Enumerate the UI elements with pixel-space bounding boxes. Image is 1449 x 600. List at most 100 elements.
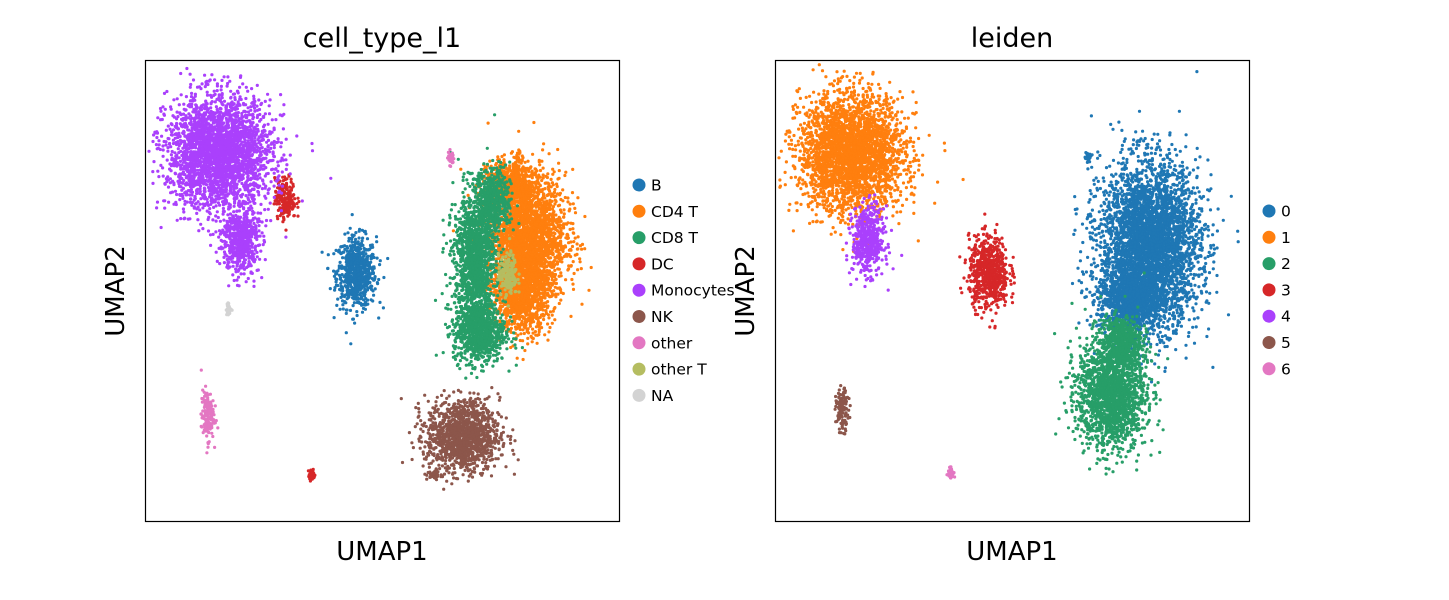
point [553,306,557,310]
point [506,226,510,230]
point [339,281,343,285]
point [344,277,348,281]
point [571,282,575,286]
point [542,266,546,270]
point [575,242,579,246]
point [571,287,576,291]
point [338,276,343,280]
point [572,271,576,276]
point [522,299,526,303]
point [536,317,540,321]
point [345,258,349,262]
point [512,237,516,241]
point [565,232,569,236]
point [381,306,385,310]
point [350,213,354,217]
point [589,265,593,270]
point [576,235,580,239]
point [547,236,551,240]
point [357,272,361,276]
point [551,252,555,256]
point [519,286,524,290]
point [553,187,557,192]
point [537,244,541,248]
point [345,292,349,296]
point [362,246,366,250]
point [547,231,551,235]
point [561,245,565,249]
point [562,208,566,212]
point [557,257,561,261]
point [523,348,527,353]
point [555,229,560,233]
point [556,204,561,208]
point [557,301,561,306]
point [539,235,544,239]
point [545,175,550,180]
point [530,253,535,257]
point [518,192,522,196]
point [564,170,568,174]
point [527,261,532,265]
point [542,286,546,290]
point [516,232,520,236]
point [528,216,533,220]
point [548,242,552,246]
point [377,277,381,282]
point [523,229,528,233]
point [523,326,528,330]
point [366,254,370,258]
point [513,166,517,170]
point [449,208,453,212]
point [552,190,557,195]
point [364,252,368,256]
point [365,277,369,281]
point [520,202,524,206]
point [526,342,530,346]
point [348,282,353,287]
point [359,271,363,275]
point [558,208,563,212]
point [525,278,530,282]
point [354,231,358,235]
point [346,231,350,235]
point [483,165,487,169]
point [546,277,551,281]
point [552,263,556,267]
point [553,198,557,202]
point [535,175,539,179]
point [587,288,591,292]
point [449,249,453,253]
point [543,333,547,337]
point [367,271,371,275]
point [361,303,366,307]
point [347,279,351,283]
point [522,247,526,251]
point [517,310,521,315]
point [547,187,551,191]
point [556,147,560,152]
point [575,247,580,251]
point [506,167,510,171]
point [531,327,535,331]
point [559,298,563,302]
point [583,214,587,219]
point [365,237,370,241]
point [538,163,542,167]
point [363,307,367,311]
point [522,316,526,320]
point [547,152,551,156]
point [570,277,574,282]
point [375,240,379,244]
point [549,177,553,181]
point [450,202,454,207]
point [351,317,355,321]
point [515,294,519,298]
point [529,286,534,290]
point [357,281,361,285]
point [519,178,523,182]
point [530,198,535,203]
point [527,271,531,275]
point [523,271,527,275]
series-b [320,213,390,346]
